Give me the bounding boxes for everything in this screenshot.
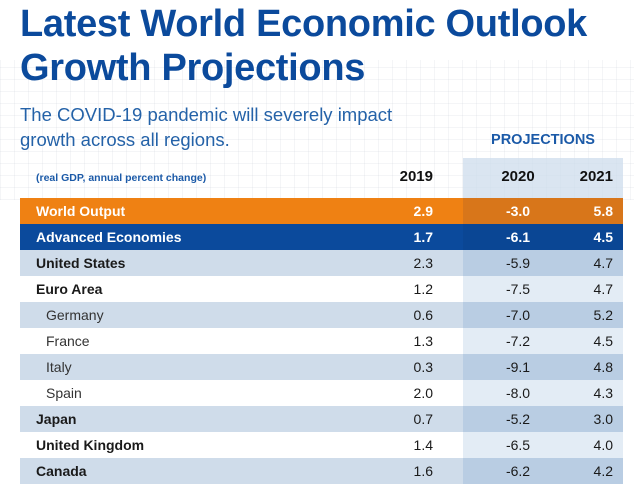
projection-shade (463, 276, 623, 302)
row-label: Spain (46, 385, 82, 401)
year-header-2019: 2019 (399, 168, 433, 185)
value-2019: 2.3 (413, 255, 433, 271)
value-2019: 1.3 (413, 333, 433, 349)
row-label: Italy (46, 359, 72, 375)
table-row-canada: Canada 1.6 -6.2 4.2 (20, 458, 623, 484)
table-row-united-kingdom: United Kingdom 1.4 -6.5 4.0 (20, 432, 623, 458)
row-label: France (46, 333, 90, 349)
projection-shade (463, 432, 623, 458)
value-2019: 1.6 (413, 463, 433, 479)
table-row-germany: Germany 0.6 -7.0 5.2 (20, 302, 623, 328)
value-2020: -6.5 (505, 437, 531, 453)
table-row-france: France 1.3 -7.2 4.5 (20, 328, 623, 354)
value-2021: 4.3 (593, 385, 613, 401)
value-2019: 1.4 (413, 437, 433, 453)
value-2021: 4.5 (593, 333, 613, 349)
value-2020: -9.1 (505, 359, 531, 375)
subtitle-line-1: The COVID-19 pandemic will severely impa… (20, 104, 393, 125)
table-row-spain: Spain 2.0 -8.0 4.3 (20, 380, 623, 406)
value-2019: 1.7 (413, 229, 433, 245)
year-header-2021: 2021 (579, 168, 613, 185)
row-label: Canada (36, 463, 87, 479)
table-row-advanced-economies: Advanced Economies 1.7 -6.1 4.5 (20, 224, 623, 250)
page-title: Latest World Economic Outlook Growth Pro… (20, 2, 587, 90)
row-label: United Kingdom (36, 437, 145, 453)
projection-shade (463, 458, 623, 484)
value-2019: 2.9 (413, 203, 433, 219)
value-2021: 4.8 (593, 359, 613, 375)
value-2020: -5.9 (505, 255, 531, 271)
value-2020: -7.0 (505, 307, 531, 323)
value-2021: 4.7 (593, 255, 613, 271)
projections-label: PROJECTIONS (491, 132, 595, 148)
value-2019: 0.7 (413, 411, 433, 427)
units-label: (real GDP, annual percent change) (36, 172, 207, 184)
value-2021: 3.0 (593, 411, 613, 427)
projection-shade (463, 328, 623, 354)
table-row-japan: Japan 0.7 -5.2 3.0 (20, 406, 623, 432)
row-label: Japan (36, 411, 77, 427)
projection-shade (463, 380, 623, 406)
value-2021: 4.7 (593, 281, 613, 297)
value-2021: 5.8 (593, 203, 613, 219)
value-2020: -6.2 (505, 463, 531, 479)
table-row-world-output: World Output 2.9 -3.0 5.8 (20, 198, 623, 224)
value-2020: -7.2 (505, 333, 531, 349)
title-line-2: Growth Projections (20, 47, 366, 89)
value-2020: -5.2 (505, 411, 531, 427)
row-label: Euro Area (36, 281, 103, 297)
value-2019: 1.2 (413, 281, 433, 297)
value-2021: 4.0 (593, 437, 613, 453)
projection-shade (463, 302, 623, 328)
projection-shade (463, 198, 623, 224)
value-2019: 0.3 (413, 359, 433, 375)
table-row-united-states: United States 2.3 -5.9 4.7 (20, 250, 623, 276)
row-label: United States (36, 255, 126, 271)
projections-header-shade (463, 158, 623, 198)
subtitle: The COVID-19 pandemic will severely impa… (20, 102, 392, 152)
projection-shade (463, 354, 623, 380)
value-2020: -7.5 (505, 281, 531, 297)
projection-shade (463, 250, 623, 276)
value-2021: 4.2 (593, 463, 613, 479)
title-line-1: Latest World Economic Outlook (20, 3, 587, 45)
table-row-euro-area: Euro Area 1.2 -7.5 4.7 (20, 276, 623, 302)
growth-table: World Output 2.9 -3.0 5.8 Advanced Econo… (20, 198, 623, 484)
row-label: Germany (46, 307, 104, 323)
subtitle-line-2: growth across all regions. (20, 129, 230, 150)
projection-shade (463, 406, 623, 432)
row-label: Advanced Economies (36, 229, 182, 245)
value-2021: 4.5 (593, 229, 613, 245)
row-label: World Output (36, 203, 126, 219)
projection-shade (463, 224, 623, 250)
year-header-2020: 2020 (501, 168, 535, 185)
value-2020: -6.1 (505, 229, 531, 245)
value-2019: 2.0 (413, 385, 433, 401)
value-2020: -3.0 (505, 203, 531, 219)
value-2021: 5.2 (593, 307, 613, 323)
value-2019: 0.6 (413, 307, 433, 323)
table-row-italy: Italy 0.3 -9.1 4.8 (20, 354, 623, 380)
value-2020: -8.0 (505, 385, 531, 401)
